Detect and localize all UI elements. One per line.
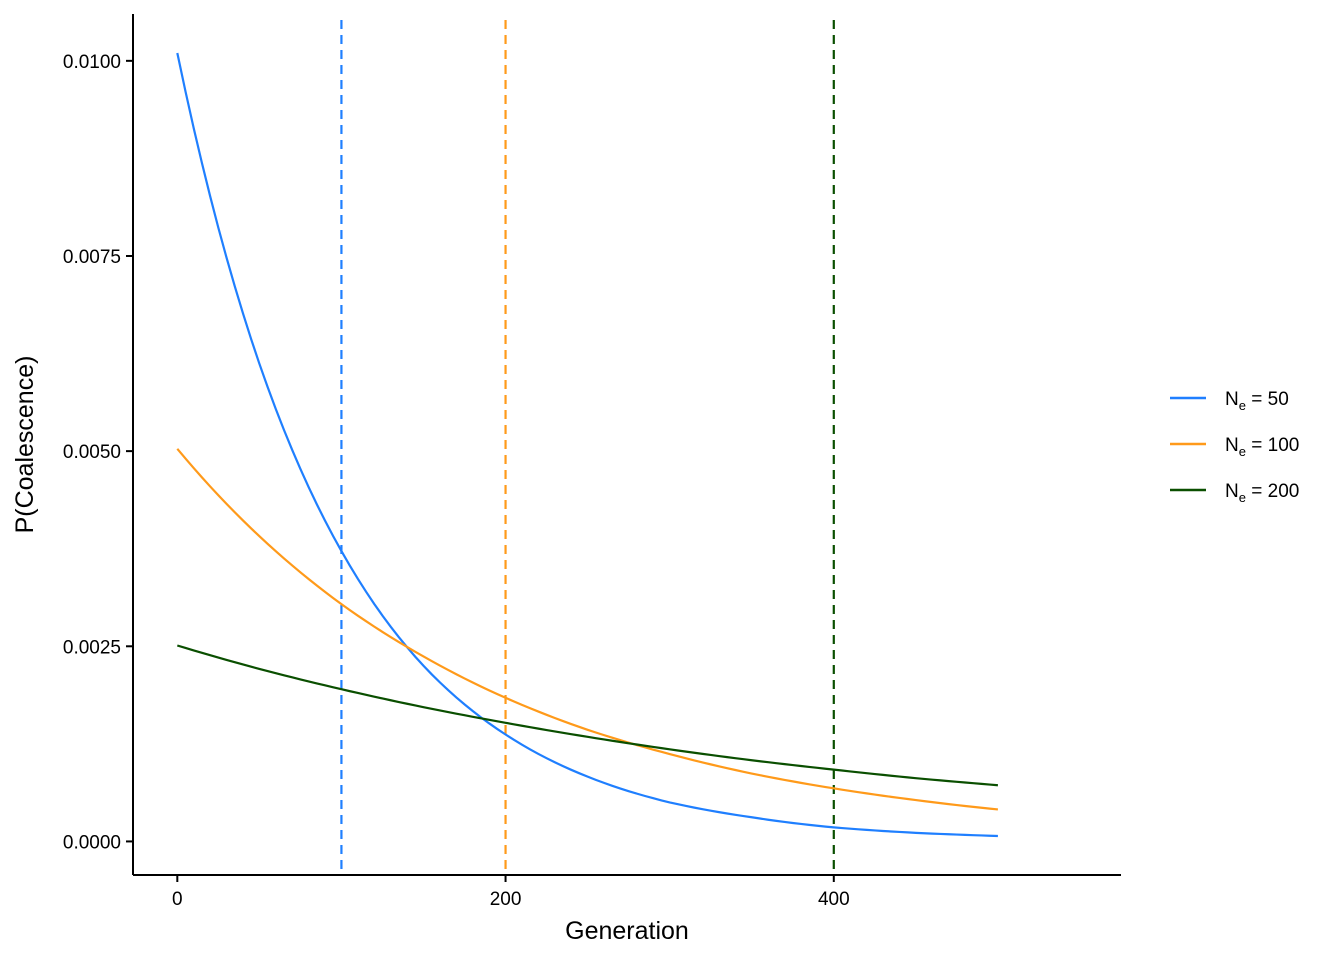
legend-label: Ne = 50 <box>1225 389 1289 413</box>
legend-label: Ne = 100 <box>1225 435 1299 459</box>
legend-item: Ne = 200 <box>1170 481 1299 505</box>
series-line <box>176 448 999 811</box>
x-ticks: 0 200 400 <box>172 875 850 910</box>
series-lines <box>176 52 999 838</box>
x-axis-title: Generation <box>565 917 689 945</box>
legend-item: Ne = 50 <box>1170 389 1289 413</box>
y-tick-label: 0.0075 <box>63 247 121 268</box>
series-line <box>176 644 998 787</box>
y-tick-label: 0.0025 <box>63 637 121 658</box>
axes <box>132 14 1121 876</box>
x-tick-label: 0 <box>172 889 183 910</box>
legend-item: Ne = 100 <box>1170 435 1299 459</box>
x-tick-label: 200 <box>490 889 522 910</box>
legend: Ne = 50 Ne = 100 Ne = 200 <box>1170 389 1299 505</box>
x-tick-label: 400 <box>818 889 850 910</box>
legend-label: Ne = 200 <box>1225 481 1299 505</box>
y-ticks: 0.0000 0.0025 0.0050 0.0075 0.0100 <box>63 52 133 853</box>
y-axis-title: P(Coalescence) <box>11 356 39 534</box>
series-line <box>176 52 998 838</box>
y-tick-label: 0.0100 <box>63 52 121 73</box>
y-tick-label: 0.0050 <box>63 442 121 463</box>
y-tick-label: 0.0000 <box>63 832 121 853</box>
reference-lines <box>340 20 835 875</box>
